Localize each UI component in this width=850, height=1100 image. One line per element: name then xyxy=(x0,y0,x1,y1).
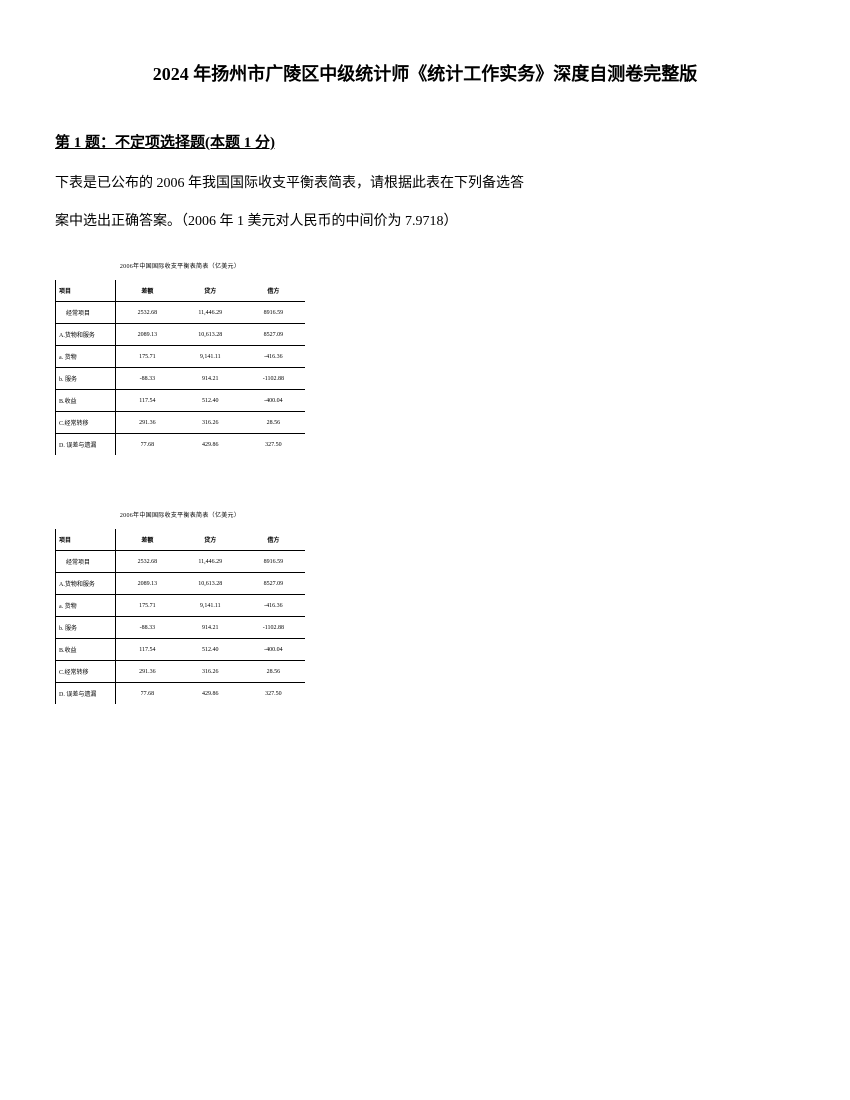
row-value: -88.33 xyxy=(116,617,179,639)
table-row: 经常项目2532.6811,446.298916.59 xyxy=(56,551,306,573)
row-value: 9,141.11 xyxy=(179,595,242,617)
row-value: 117.54 xyxy=(116,639,179,661)
row-value: 9,141.11 xyxy=(179,346,242,368)
row-label: 经常项目 xyxy=(56,302,116,324)
balance-table-2: 项目 差额 贷方 借方 经常项目2532.6811,446.298916.59A… xyxy=(55,529,305,704)
row-value: -400.04 xyxy=(242,390,305,412)
row-label: a. 货物 xyxy=(56,595,116,617)
row-value: 327.50 xyxy=(242,434,305,456)
table-body-1: 经常项目2532.6811,446.298916.59A.货物和服务2089.1… xyxy=(56,302,306,456)
row-value: 8916.59 xyxy=(242,551,305,573)
row-label: A.货物和服务 xyxy=(56,573,116,595)
question-text-line2: 案中选出正确答案。（2006 年 1 美元对人民币的中间价为 7.9718） xyxy=(55,208,795,236)
row-label: b. 服务 xyxy=(56,368,116,390)
row-label: B.收益 xyxy=(56,390,116,412)
table-row: A.货物和服务2089.1310,613.288527.09 xyxy=(56,324,306,346)
table-header-debit: 借方 xyxy=(242,280,305,302)
row-value: -1102.88 xyxy=(242,368,305,390)
table-header-credit: 贷方 xyxy=(179,529,242,551)
row-label: D. 误差与遗漏 xyxy=(56,683,116,705)
row-value: 8916.59 xyxy=(242,302,305,324)
table-row: a. 货物175.719,141.11-416.36 xyxy=(56,346,306,368)
row-value: 429.86 xyxy=(179,683,242,705)
row-value: -1102.88 xyxy=(242,617,305,639)
question-text-line1: 下表是已公布的 2006 年我国国际收支平衡表简表，请根据此表在下列备选答 xyxy=(55,170,795,198)
row-value: 316.26 xyxy=(179,412,242,434)
row-value: 512.40 xyxy=(179,639,242,661)
row-value: 2532.68 xyxy=(116,551,179,573)
table-title-2: 2006年中国国际收支平衡表简表（亿美元） xyxy=(55,510,305,519)
row-value: -416.36 xyxy=(242,595,305,617)
row-label: C.经常转移 xyxy=(56,661,116,683)
row-value: 28.56 xyxy=(242,412,305,434)
row-value: 10,613.28 xyxy=(179,573,242,595)
document-title: 2024 年扬州市广陵区中级统计师《统计工作实务》深度自测卷完整版 xyxy=(55,60,795,86)
row-value: -416.36 xyxy=(242,346,305,368)
balance-table-1: 项目 差额 贷方 借方 经常项目2532.6811,446.298916.59A… xyxy=(55,280,305,455)
table-row: b. 服务-88.33914.21-1102.88 xyxy=(56,368,306,390)
table-header-diff: 差额 xyxy=(116,529,179,551)
table-row: C.经常转移291.36316.2628.56 xyxy=(56,412,306,434)
row-value: 8527.09 xyxy=(242,573,305,595)
row-value: 175.71 xyxy=(116,346,179,368)
row-value: 914.21 xyxy=(179,368,242,390)
table-header-item: 项目 xyxy=(56,529,116,551)
row-value: 291.36 xyxy=(116,412,179,434)
row-value: 77.68 xyxy=(116,434,179,456)
question-header: 第 1 题：不定项选择题(本题 1 分) xyxy=(55,131,795,152)
row-value: 8527.09 xyxy=(242,324,305,346)
row-label: C.经常转移 xyxy=(56,412,116,434)
row-value: 2089.13 xyxy=(116,324,179,346)
row-label: A.货物和服务 xyxy=(56,324,116,346)
row-value: 77.68 xyxy=(116,683,179,705)
row-value: 28.56 xyxy=(242,661,305,683)
row-value: 175.71 xyxy=(116,595,179,617)
row-label: B.收益 xyxy=(56,639,116,661)
table-row: B.收益117.54512.40-400.04 xyxy=(56,639,306,661)
row-value: 2089.13 xyxy=(116,573,179,595)
row-value: 291.36 xyxy=(116,661,179,683)
table-header-diff: 差额 xyxy=(116,280,179,302)
row-value: 914.21 xyxy=(179,617,242,639)
table-header-item: 项目 xyxy=(56,280,116,302)
data-table-1: 2006年中国国际收支平衡表简表（亿美元） 项目 差额 贷方 借方 经常项目25… xyxy=(55,261,305,455)
table-body-2: 经常项目2532.6811,446.298916.59A.货物和服务2089.1… xyxy=(56,551,306,705)
data-table-2: 2006年中国国际收支平衡表简表（亿美元） 项目 差额 贷方 借方 经常项目25… xyxy=(55,510,305,704)
row-value: 316.26 xyxy=(179,661,242,683)
table-row: C.经常转移291.36316.2628.56 xyxy=(56,661,306,683)
row-label: a. 货物 xyxy=(56,346,116,368)
row-value: 117.54 xyxy=(116,390,179,412)
row-label: 经常项目 xyxy=(56,551,116,573)
table-header-debit: 借方 xyxy=(242,529,305,551)
table-row: D. 误差与遗漏77.68429.86327.50 xyxy=(56,434,306,456)
row-value: 429.86 xyxy=(179,434,242,456)
table-title-1: 2006年中国国际收支平衡表简表（亿美元） xyxy=(55,261,305,270)
row-value: 10,613.28 xyxy=(179,324,242,346)
row-value: 11,446.29 xyxy=(179,551,242,573)
row-label: D. 误差与遗漏 xyxy=(56,434,116,456)
table-row: a. 货物175.719,141.11-416.36 xyxy=(56,595,306,617)
row-value: 327.50 xyxy=(242,683,305,705)
table-row: B.收益117.54512.40-400.04 xyxy=(56,390,306,412)
row-value: -400.04 xyxy=(242,639,305,661)
table-row: 经常项目2532.6811,446.298916.59 xyxy=(56,302,306,324)
table-row: A.货物和服务2089.1310,613.288527.09 xyxy=(56,573,306,595)
table-header-credit: 贷方 xyxy=(179,280,242,302)
table-row: b. 服务-88.33914.21-1102.88 xyxy=(56,617,306,639)
row-label: b. 服务 xyxy=(56,617,116,639)
table-row: D. 误差与遗漏77.68429.86327.50 xyxy=(56,683,306,705)
row-value: 512.40 xyxy=(179,390,242,412)
row-value: 2532.68 xyxy=(116,302,179,324)
row-value: 11,446.29 xyxy=(179,302,242,324)
row-value: -88.33 xyxy=(116,368,179,390)
